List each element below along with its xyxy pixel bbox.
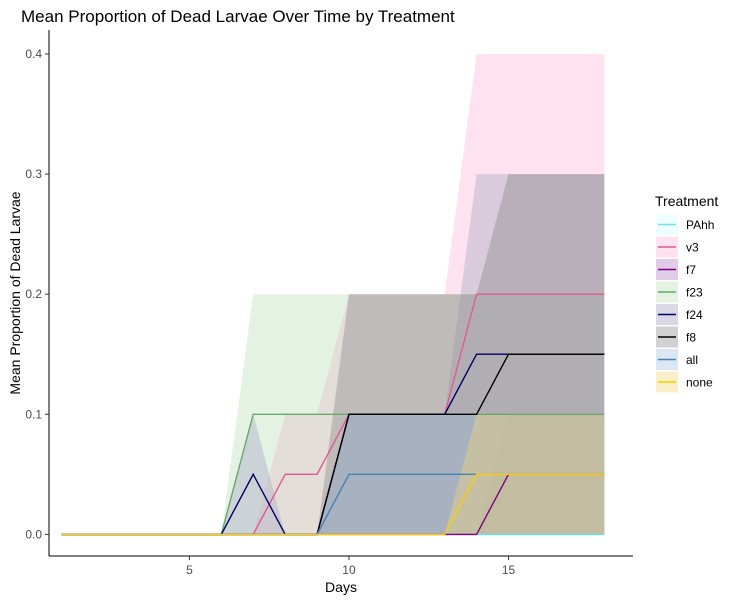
ribbon-f8	[61, 174, 605, 535]
y-axis-title: Mean Proportion of Dead Larvae	[7, 191, 23, 394]
legend-item-f23: f23	[656, 281, 703, 303]
legend-label: f23	[686, 286, 703, 300]
line-none	[61, 473, 605, 536]
ribbon-none	[61, 414, 605, 535]
legend-label: PAhh	[686, 218, 714, 232]
legend-label: f8	[686, 331, 696, 345]
y-tick-label: 0.2	[25, 287, 42, 301]
y-axis-ticks: 0.0 0.1 0.2 0.3 0.4	[25, 47, 49, 541]
y-tick-label: 0.3	[25, 167, 42, 181]
legend-item-pahh: PAhh	[656, 214, 714, 235]
legend-item-f24: f24	[656, 304, 703, 325]
legend-item-all: all	[656, 349, 698, 370]
legend-label: v3	[686, 241, 699, 255]
legend-item-v3: v3	[656, 236, 699, 258]
x-tick-label: 10	[342, 563, 356, 577]
legend-label: f7	[686, 263, 696, 277]
legend-label: f24	[686, 308, 703, 322]
x-axis-title: Days	[325, 579, 357, 595]
y-tick-label: 0.1	[25, 407, 42, 421]
chart-title: Mean Proportion of Dead Larvae Over Time…	[21, 7, 455, 26]
legend-item-f8: f8	[656, 326, 696, 348]
legend-item-f7: f7	[656, 259, 696, 280]
legend: Treatment PAhh v3 f7 f23 f24 f8 all none	[655, 193, 718, 393]
ribbon-f24	[61, 174, 605, 535]
y-tick-label: 0.4	[25, 47, 42, 61]
x-tick-label: 15	[502, 563, 516, 577]
legend-item-none: none	[656, 371, 713, 393]
legend-title: Treatment	[655, 193, 718, 209]
legend-label: none	[686, 376, 713, 390]
x-axis-ticks: 5 10 15	[186, 556, 516, 577]
x-tick-label: 5	[186, 563, 193, 577]
y-tick-label: 0.0	[25, 527, 42, 541]
ribbon-all	[61, 414, 605, 535]
line-f8	[61, 353, 605, 536]
legend-label: all	[686, 353, 698, 367]
line-layer	[61, 293, 605, 536]
